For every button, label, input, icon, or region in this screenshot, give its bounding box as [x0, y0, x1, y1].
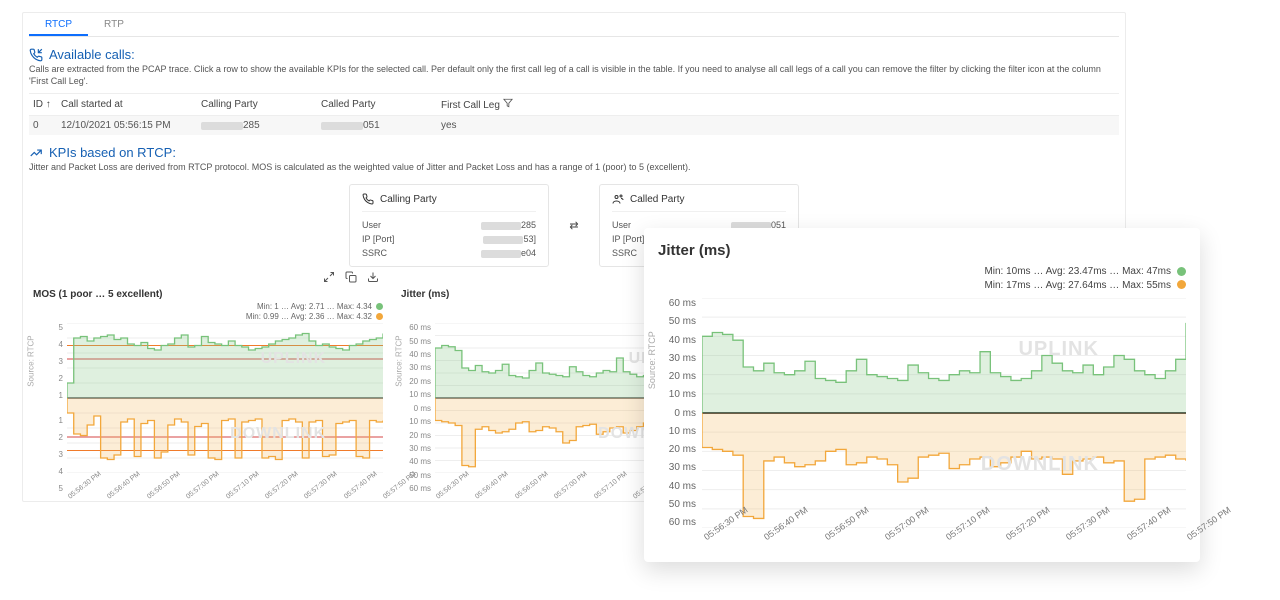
- phone-in-icon: [29, 48, 43, 62]
- mos-chart-title: MOS (1 poor … 5 excellent): [33, 289, 383, 300]
- people-icon: [612, 193, 624, 205]
- col-firstleg[interactable]: First Call Leg: [441, 98, 561, 111]
- col-started[interactable]: Call started at: [61, 99, 201, 110]
- jitter-lg-title: Jitter (ms): [658, 242, 1186, 259]
- cell-called: 051: [321, 120, 441, 131]
- expand-icon[interactable]: [323, 271, 335, 283]
- available-calls-subtitle: Calls are extracted from the PCAP trace.…: [29, 64, 1119, 87]
- mos-xlabels: 05:56:30 PM05:56:40 PM05:56:50 PM05:57:0…: [67, 495, 383, 502]
- called-party-label: Called Party: [630, 194, 684, 205]
- cell-id: 0: [33, 120, 61, 131]
- tab-rtp[interactable]: RTP: [88, 13, 140, 36]
- available-calls-header: Available calls:: [29, 47, 1119, 62]
- available-calls-title: Available calls:: [49, 47, 135, 62]
- mos-legend: Min: 1 … Avg: 2.71 … Max: 4.34 Min: 0.99…: [33, 302, 383, 321]
- table-row[interactable]: 0 12/10/2021 05:56:15 PM 285 051 yes: [29, 116, 1119, 135]
- calling-party-label: Calling Party: [380, 194, 437, 205]
- legend-dot-up: [1177, 267, 1186, 276]
- col-calling[interactable]: Calling Party: [201, 99, 321, 110]
- col-called[interactable]: Called Party: [321, 99, 441, 110]
- calling-user: 285: [481, 220, 536, 230]
- legend-dot-up: [376, 303, 383, 310]
- jitter-lg-plot: Source: RTCP 60 ms50 ms40 ms30 ms20 ms10…: [658, 298, 1186, 528]
- analytics-icon: [29, 146, 43, 160]
- source-label: Source: RTCP: [647, 331, 657, 389]
- cell-firstleg: yes: [441, 120, 561, 131]
- label-ssrc: SSRC: [362, 248, 387, 258]
- tab-rtcp[interactable]: RTCP: [29, 13, 88, 36]
- jitter-lg-legend: Min: 10ms … Avg: 23.47ms … Max: 47ms Min…: [658, 265, 1186, 292]
- download-icon[interactable]: [367, 271, 379, 283]
- jitter-chart-large[interactable]: Jitter (ms) Min: 10ms … Avg: 23.47ms … M…: [644, 228, 1200, 562]
- swap-icon: ⇄: [565, 219, 583, 232]
- label-user: User: [362, 220, 381, 230]
- label-ipport: IP [Port]: [362, 234, 394, 244]
- mos-plot: Source: RTCP 5432112345UPLINKDOWNLINK: [33, 323, 383, 493]
- cell-started: 12/10/2021 05:56:15 PM: [61, 120, 201, 131]
- copy-icon[interactable]: [345, 271, 357, 283]
- cell-calling: 285: [201, 120, 321, 131]
- legend-dot-dn: [376, 313, 383, 320]
- legend-dot-dn: [1177, 280, 1186, 289]
- calling-ipport: 53]: [483, 234, 536, 244]
- kpi-header: KPIs based on RTCP:: [29, 145, 1119, 160]
- protocol-tabs: RTCP RTP: [29, 13, 1119, 37]
- calling-ssrc: e04: [481, 248, 536, 258]
- label-ssrc: SSRC: [612, 248, 637, 258]
- jitter-lg-xlabels: 05:56:30 PM05:56:40 PM05:56:50 PM05:57:0…: [702, 534, 1186, 544]
- mos-chart[interactable]: MOS (1 poor … 5 excellent) Min: 1 … Avg:…: [33, 289, 383, 502]
- filter-icon[interactable]: [503, 98, 513, 108]
- calls-table-header: ID ↑ Call started at Calling Party Calle…: [29, 93, 1119, 116]
- calling-party-box: Calling Party User 285 IP [Port] 53] SSRC e…: [349, 184, 549, 267]
- kpi-subtitle: Jitter and Packet Loss are derived from …: [29, 162, 1119, 174]
- sort-asc-icon: ↑: [46, 99, 51, 110]
- kpi-title: KPIs based on RTCP:: [49, 145, 176, 160]
- calls-table: ID ↑ Call started at Calling Party Calle…: [29, 93, 1119, 135]
- label-user: User: [612, 220, 631, 230]
- phone-icon: [362, 193, 374, 205]
- col-id[interactable]: ID ↑: [33, 99, 61, 110]
- label-ipport: IP [Port]: [612, 234, 644, 244]
